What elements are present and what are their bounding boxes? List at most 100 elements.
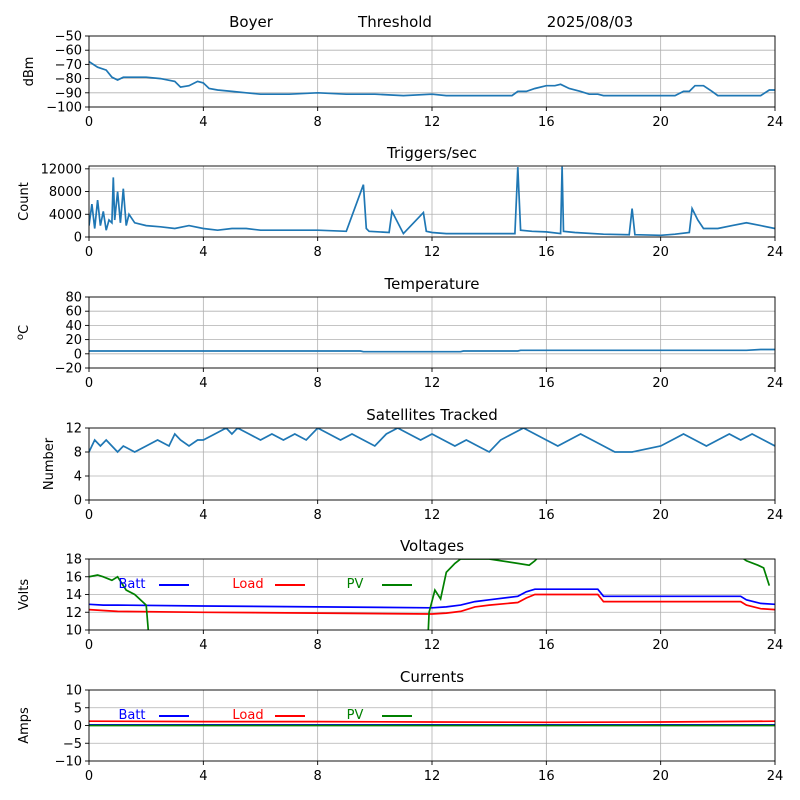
y-tick-label: 4000 <box>49 208 82 223</box>
series-line-triggers <box>89 166 775 237</box>
x-tick-label: 0 <box>85 769 93 784</box>
legend-label-load: Load <box>232 577 263 592</box>
y-tick-label: 5 <box>74 701 82 716</box>
x-tick-label: 4 <box>199 115 207 130</box>
x-tick-label: 20 <box>652 245 669 260</box>
y-tick-label: 0 <box>74 494 82 509</box>
panel-voltages: 0 4 8 12 16 20 24 10 12 14 16 18 Voltages Volts Batt Lo… <box>17 537 783 653</box>
x-tick-label: 0 <box>85 245 93 260</box>
x-tick-label: 8 <box>314 245 322 260</box>
y-tick-label: 80 <box>65 291 82 306</box>
series-line-load <box>89 593 775 615</box>
y-tick-label: 4 <box>74 470 82 485</box>
y-tick-label: 0 <box>74 719 82 734</box>
x-tick-label: 24 <box>767 769 784 784</box>
y-tick-label: −50 <box>55 30 82 45</box>
station-name: Boyer <box>229 13 274 31</box>
series-line-satellites <box>89 428 775 454</box>
y-tick-label: −60 <box>55 44 82 59</box>
x-tick-label: 16 <box>538 638 555 653</box>
date-label: 2025/08/03 <box>547 13 633 31</box>
x-tick-label: 16 <box>538 769 555 784</box>
series-line-batt <box>89 588 775 609</box>
x-tick-label: 0 <box>85 508 93 523</box>
x-tick-label: 12 <box>424 245 441 260</box>
x-tick-label: 16 <box>538 115 555 130</box>
y-tick-label: 12 <box>65 422 82 437</box>
y-tick-label: −80 <box>55 72 82 87</box>
x-tick-label: 16 <box>538 508 555 523</box>
y-axis-label: Amps <box>17 707 32 744</box>
y-tick-label: 20 <box>65 333 82 348</box>
x-tick-label: 8 <box>314 638 322 653</box>
x-tick-label: 16 <box>538 376 555 391</box>
x-tick-label: 20 <box>652 638 669 653</box>
legend-label-pv: PV <box>347 708 364 723</box>
x-tick-label: 8 <box>314 376 322 391</box>
y-tick-label: −10 <box>55 755 82 770</box>
y-axis-label: oC <box>15 325 32 340</box>
x-tick-label: 0 <box>85 376 93 391</box>
mode-label: Threshold <box>357 13 432 31</box>
chart-title: Voltages <box>400 537 464 555</box>
x-tick-label: 8 <box>314 508 322 523</box>
chart-title: Satellites Tracked <box>366 406 497 424</box>
panel-satellites: 0 4 8 12 16 20 24 0 4 8 12 Satellites Tracked Number <box>42 406 783 523</box>
y-axis-label: Number <box>42 437 57 490</box>
x-tick-label: 20 <box>652 769 669 784</box>
series-line-temperature <box>89 348 775 353</box>
legend-label-load: Load <box>232 708 263 723</box>
y-tick-label: 10 <box>65 684 82 699</box>
panel-triggers: 0 4 8 12 16 20 24 0 4000 8000 12000 Triggers/sec Cou… <box>17 144 783 260</box>
x-tick-label: 4 <box>199 245 207 260</box>
y-tick-label: 0 <box>74 231 82 246</box>
y-tick-label: 12000 <box>41 162 82 177</box>
y-tick-label: 12 <box>65 606 82 621</box>
panel-threshold: 0 4 8 12 16 20 24 −100−90−80−70−60−50 dBm <box>22 30 783 131</box>
x-tick-label: 0 <box>85 115 93 130</box>
x-tick-label: 12 <box>424 508 441 523</box>
x-tick-label: 24 <box>767 245 784 260</box>
series-line-pv <box>89 559 771 630</box>
x-tick-label: 4 <box>199 508 207 523</box>
y-tick-label: 10 <box>65 624 82 639</box>
y-tick-label: 16 <box>65 570 82 585</box>
y-tick-label: −70 <box>55 58 82 73</box>
x-tick-label: 4 <box>199 376 207 391</box>
panel-currents: 0 4 8 12 16 20 24 −10 −5 0 5 10 Currents Amps Batt Load… <box>17 668 783 784</box>
x-tick-label: 0 <box>85 638 93 653</box>
chart-title: Triggers/sec <box>386 144 477 162</box>
chart-title: Temperature <box>383 275 479 293</box>
y-tick-label: −100 <box>46 101 82 116</box>
y-axis-label: Volts <box>17 579 32 611</box>
celsius-letter: C <box>17 325 32 334</box>
x-tick-label: 8 <box>314 115 322 130</box>
y-tick-label: 8 <box>74 446 82 461</box>
series-line-threshold <box>89 60 775 97</box>
y-tick-label: 40 <box>65 319 82 334</box>
y-axis-label: Count <box>17 182 32 221</box>
series-line-load <box>89 720 775 724</box>
x-tick-label: 4 <box>199 638 207 653</box>
x-tick-label: 12 <box>424 638 441 653</box>
x-tick-label: 20 <box>652 508 669 523</box>
y-tick-label: 18 <box>65 553 82 568</box>
chart-title: Currents <box>400 668 464 686</box>
x-tick-label: 12 <box>424 769 441 784</box>
x-tick-label: 4 <box>199 769 207 784</box>
y-axis-label: dBm <box>22 57 37 87</box>
x-tick-label: 20 <box>652 115 669 130</box>
y-tick-label: −20 <box>55 362 82 377</box>
y-tick-label: 60 <box>65 305 82 320</box>
x-tick-label: 24 <box>767 376 784 391</box>
y-tick-label: 0 <box>74 347 82 362</box>
legend-label-batt: Batt <box>118 577 145 592</box>
x-tick-label: 24 <box>767 508 784 523</box>
legend-label-pv: PV <box>347 577 364 592</box>
x-tick-label: 24 <box>767 115 784 130</box>
x-tick-label: 12 <box>424 115 441 130</box>
